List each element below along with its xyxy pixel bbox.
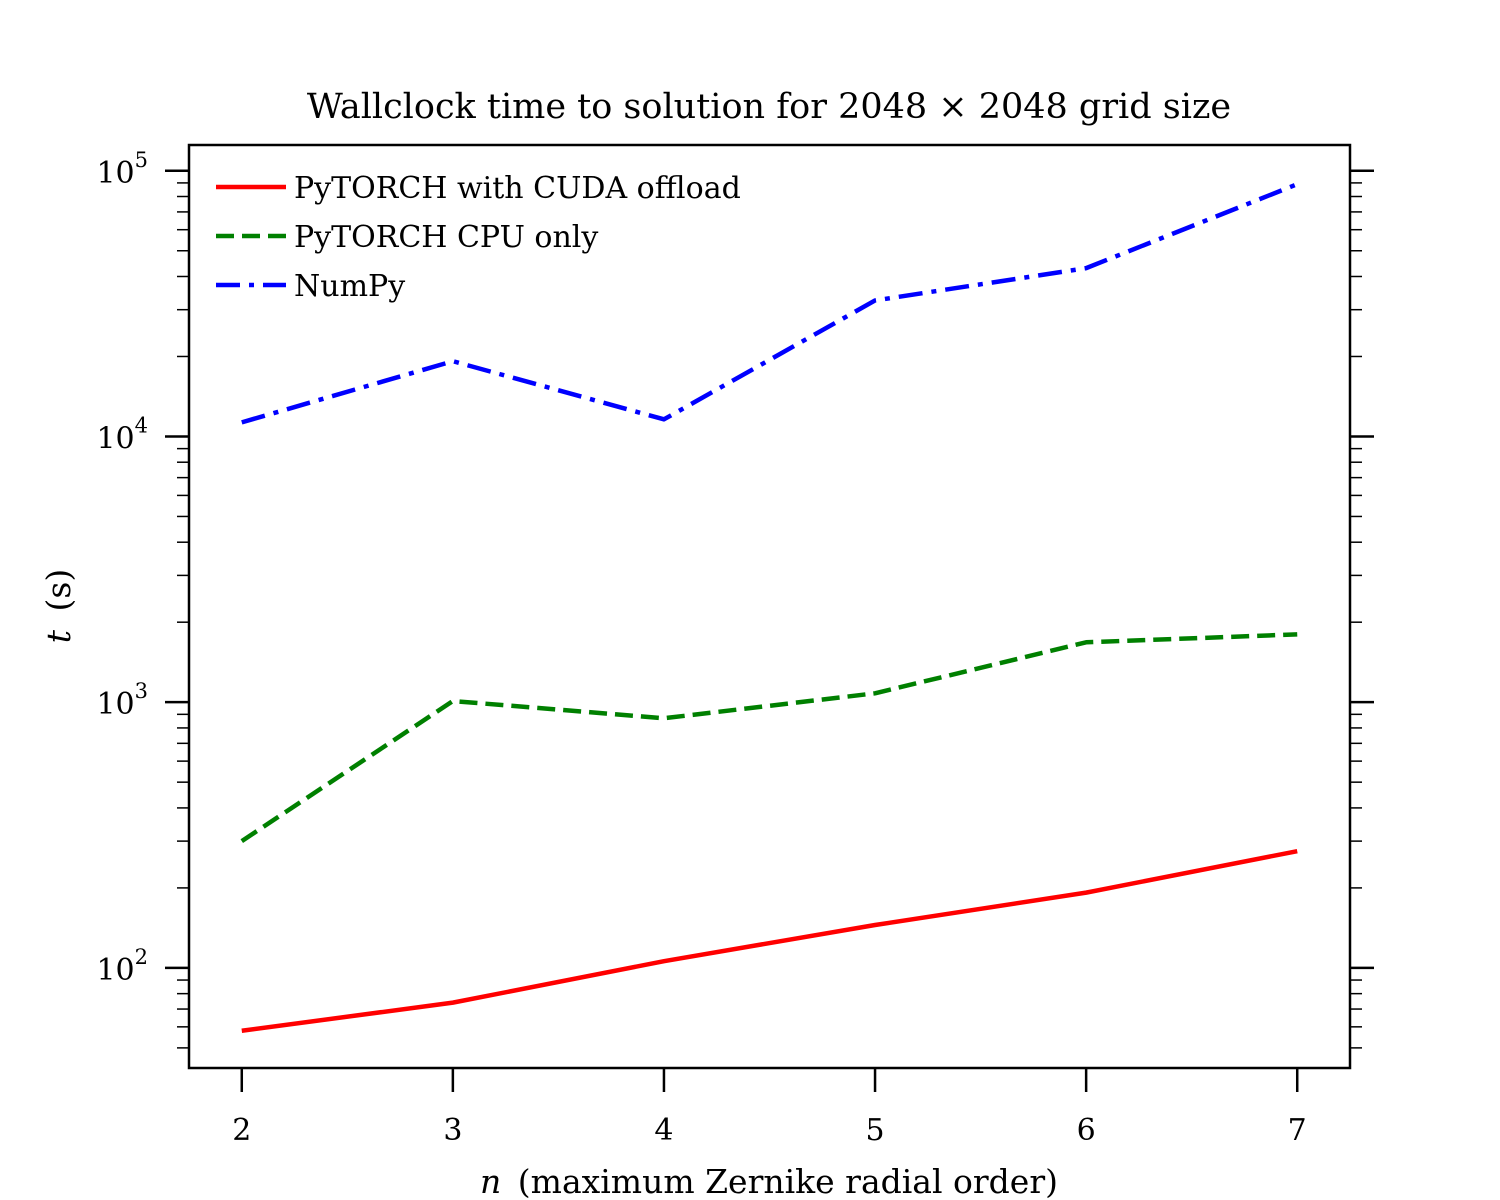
y-tick-exponent: 4 [135, 413, 148, 437]
y-axis-variable: t [39, 629, 78, 643]
legend: PyTORCH with CUDA offload PyTORCH CPU onl… [216, 171, 741, 304]
series-line-2 [240, 632, 1298, 843]
legend-label: PyTORCH CPU only [294, 220, 598, 255]
y-tick-exponent: 3 [135, 679, 148, 703]
legend-item: NumPy [216, 269, 405, 304]
y-tick-label: 103 [96, 679, 148, 722]
legend-item: PyTORCH with CUDA offload [216, 171, 741, 206]
y-tick-label: 104 [96, 413, 148, 456]
y-tick-exponent: 2 [135, 945, 148, 969]
plot-area [187, 143, 1352, 1070]
x-axis-label-text: (maximum Zernike radial order) [518, 1162, 1058, 1200]
y-tick-label: 102 [96, 945, 148, 988]
y-tick-label: 105 [96, 148, 148, 191]
series-lines [240, 182, 1299, 1033]
x-axis-label: n (maximum Zernike radial order) [480, 1162, 1058, 1200]
x-tick-label: 5 [865, 1113, 884, 1148]
y-minor-ticks [177, 182, 1362, 1049]
legend-item: PyTORCH CPU only [216, 220, 598, 255]
x-tick-label: 7 [1288, 1113, 1307, 1148]
y-axis-label: t (s) [39, 569, 78, 643]
y-major-ticks: 102 103 104 105 [96, 148, 1374, 988]
x-axis-variable: n [480, 1162, 501, 1200]
series-line-1 [241, 848, 1298, 1033]
chart-title: Wallclock time to solution for 2048 × 20… [307, 87, 1231, 127]
legend-label: NumPy [294, 269, 405, 304]
y-axis-label-text: (s) [39, 569, 78, 612]
x-tick-label: 4 [654, 1113, 673, 1148]
x-tick-label: 6 [1077, 1113, 1096, 1148]
x-tick-label: 3 [443, 1113, 462, 1148]
y-tick-exponent: 5 [135, 148, 148, 172]
x-ticks: 2 3 4 5 6 7 [232, 1068, 1307, 1148]
legend-label: PyTORCH with CUDA offload [294, 171, 741, 206]
x-tick-label: 2 [232, 1113, 251, 1148]
plot-frame [187, 143, 1352, 1070]
